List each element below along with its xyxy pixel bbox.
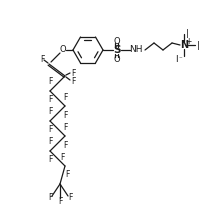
Text: O: O: [114, 37, 120, 46]
Text: O: O: [114, 54, 120, 64]
Text: O: O: [60, 46, 66, 54]
Text: ⁻: ⁻: [178, 56, 182, 62]
Text: F: F: [48, 108, 52, 116]
Text: F: F: [65, 170, 69, 179]
Text: S: S: [113, 45, 121, 55]
Text: F: F: [71, 68, 75, 78]
Text: I: I: [175, 56, 177, 65]
Text: F: F: [63, 122, 67, 132]
Text: F: F: [68, 194, 72, 203]
Text: F: F: [48, 78, 52, 86]
Text: F: F: [61, 153, 65, 162]
Text: F: F: [48, 125, 52, 135]
Text: N: N: [180, 40, 188, 50]
Text: |: |: [185, 29, 188, 38]
Text: F: F: [58, 197, 62, 205]
Text: F: F: [71, 76, 75, 86]
Text: F: F: [63, 92, 67, 102]
Text: F: F: [40, 54, 44, 64]
Text: F: F: [63, 111, 67, 119]
Text: NH: NH: [129, 46, 143, 54]
Text: F: F: [48, 156, 52, 165]
Text: F: F: [63, 140, 67, 149]
Text: F: F: [48, 95, 52, 105]
Text: F: F: [48, 194, 52, 203]
Text: |: |: [197, 41, 199, 51]
Text: +: +: [185, 37, 191, 46]
Text: F: F: [48, 138, 52, 146]
